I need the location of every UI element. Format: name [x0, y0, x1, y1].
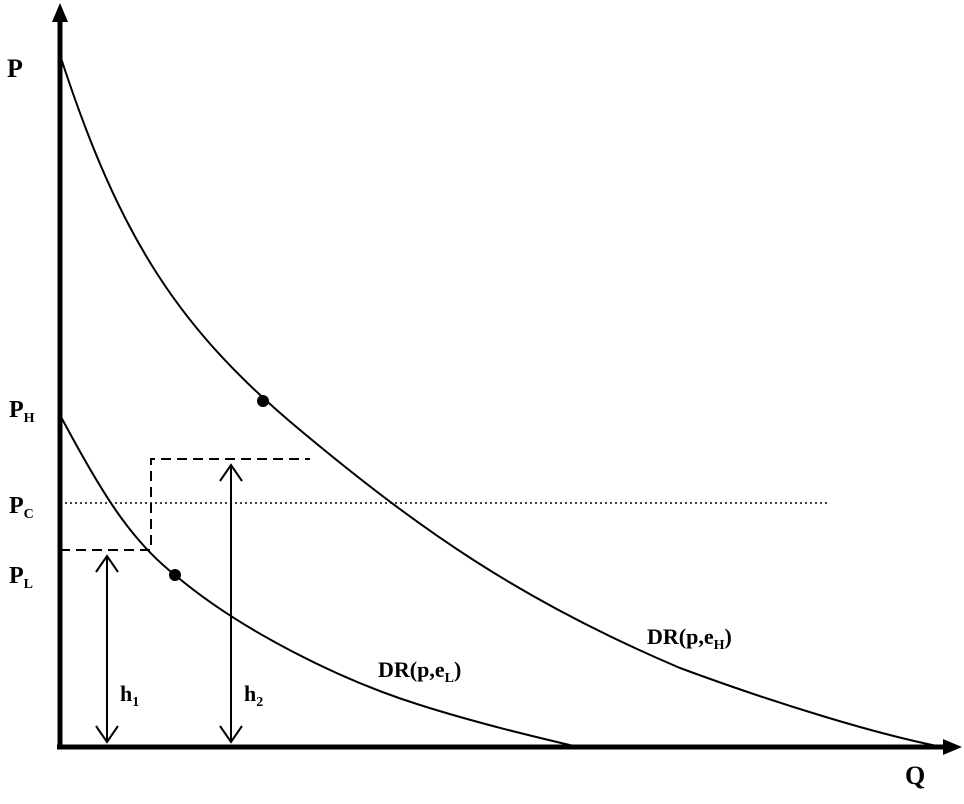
- y-axis-arrow-icon: [52, 3, 68, 22]
- h2-label: h2: [244, 681, 263, 710]
- h1-arrow-down-icon: [95, 725, 119, 744]
- x-axis-label: Q: [905, 761, 925, 790]
- demand-curve-high: [59, 54, 943, 748]
- h1-label: h1: [120, 681, 139, 710]
- h2-arrow-down-icon: [219, 725, 243, 744]
- h1-arrow-up-icon: [95, 554, 119, 573]
- curve-low-label: DR(p,eL): [378, 657, 461, 686]
- price-low-label: PL: [9, 563, 33, 592]
- y-axis-label: P: [7, 54, 23, 83]
- x-axis-arrow-icon: [943, 739, 962, 755]
- h2-arrow-up-icon: [219, 463, 243, 482]
- demand-curve-low: [59, 414, 579, 748]
- dashed-step-lines: [60, 458, 310, 551]
- price-high-label: PH: [9, 397, 35, 426]
- curve-high-label: DR(p,eH): [647, 624, 732, 653]
- point-low-curve: [169, 569, 181, 581]
- price-compare-label: PC: [9, 493, 34, 522]
- point-high-curve: [257, 395, 269, 407]
